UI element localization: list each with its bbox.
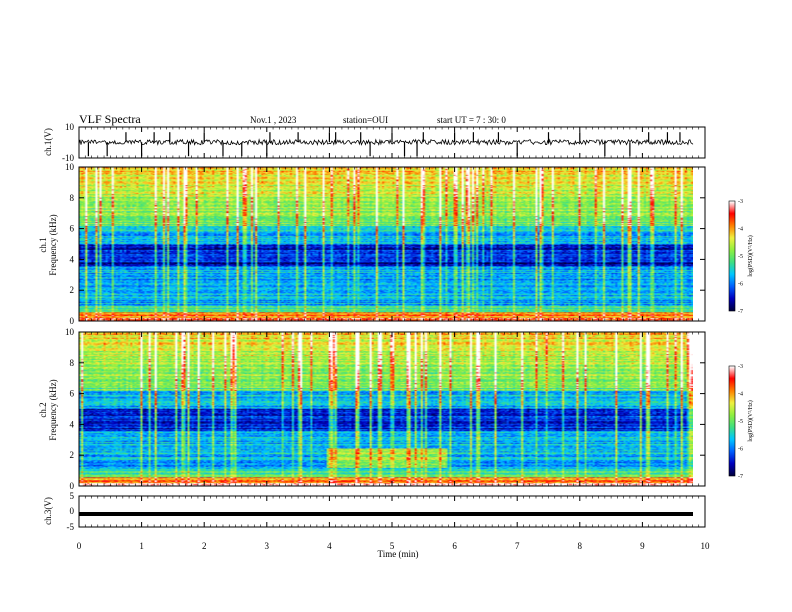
ch2-spec-ylabel-frequency: Frequency (kHz) <box>48 379 58 440</box>
ch3-wave-ytick-bottom: -5 <box>67 522 75 532</box>
cb2-gradient <box>729 366 735 476</box>
ch1-waveform-line <box>78 138 694 146</box>
ch1-waveform-spikes <box>87 132 681 157</box>
x-tick-label: 4 <box>327 541 332 551</box>
ch2-spec-ylabel-channel: ch.2 <box>38 402 48 417</box>
header-date: Nov.1 , 2023 <box>250 115 297 125</box>
ch1-spectrogram-yticks: 0 2 4 6 8 10 <box>65 162 705 326</box>
ch2-spectrogram-heatmap <box>79 332 693 486</box>
header-station: station=OUI <box>343 115 388 125</box>
colorbar-tick-label: -5 <box>738 419 743 425</box>
colorbar-tick-label: -3 <box>738 364 743 370</box>
colorbar-tick-label: -5 <box>738 254 743 260</box>
colorbar-tick-label: -6 <box>738 282 743 288</box>
x-tick-label: 3 <box>265 541 270 551</box>
ch1-colorbar-ticks: -3 -4 -5 -6 -7 <box>738 199 743 315</box>
colorbar-tick-label: -7 <box>738 474 743 480</box>
header-start-ut: start UT = 7 : 30: 0 <box>437 115 506 125</box>
x-tick-label: 6 <box>452 541 457 551</box>
ch1-wave-ytick-top: 10 <box>65 122 75 132</box>
spectrogram-ytick-label: 2 <box>70 285 75 295</box>
ch1-spectrogram-heatmap <box>79 167 693 321</box>
colorbar-tick-label: -6 <box>738 447 743 453</box>
ch1-colorbar-label: log(PSD)(V²/Hz) <box>747 235 754 276</box>
cb1-gradient <box>729 201 735 311</box>
ch3-waveform-panel: 5 0 -5 ch.3(V) <box>43 491 706 532</box>
spectrogram-ytick-label: 6 <box>70 389 75 399</box>
ch1-colorbar-frame <box>728 200 736 312</box>
ch3-wave-ytick-mid: 0 <box>70 506 75 516</box>
colorbar-tick-label: -4 <box>738 227 743 233</box>
spectrogram-ytick-label: 8 <box>70 358 75 368</box>
spectrogram-ytick-label: 2 <box>70 450 75 460</box>
x-tick-label: 8 <box>578 541 583 551</box>
colorbar-tick-label: -3 <box>738 199 743 205</box>
colorbar-tick-label: -4 <box>738 392 743 398</box>
x-tick-label: 5 <box>390 541 395 551</box>
x-axis-tick-labels: 0 1 2 3 4 5 6 7 8 9 10 <box>77 541 710 551</box>
ch1-spec-ylabel-channel: ch.1 <box>38 237 48 252</box>
ch3-wave-ylabel: ch.3(V) <box>43 497 53 525</box>
ch1-wave-ytick-bottom: -10 <box>62 153 74 163</box>
spectrogram-ytick-label: 4 <box>70 419 75 429</box>
colorbar-tick-label: -7 <box>738 309 743 315</box>
spectrogram-ytick-label: 6 <box>70 224 75 234</box>
spectrogram-ytick-label: 0 <box>70 481 75 491</box>
x-tick-label: 1 <box>139 541 144 551</box>
spectrogram-ytick-label: 4 <box>70 254 75 264</box>
ch2-colorbar-ticks: -3 -4 -5 -6 -7 <box>738 364 743 480</box>
ch1-spec-ylabel-frequency: Frequency (kHz) <box>48 214 58 275</box>
x-tick-label: 9 <box>640 541 645 551</box>
ch1-waveform-panel: 10 -10 ch.1(V) <box>43 122 706 163</box>
ch2-spectrogram-yticks: 0 2 4 6 8 10 <box>65 327 705 491</box>
x-tick-label: 7 <box>515 541 520 551</box>
spectrogram-ytick-label: 10 <box>65 327 75 337</box>
x-tick-label: 0 <box>77 541 82 551</box>
x-axis-label: Time (min) <box>378 549 419 559</box>
ch3-wave-ytick-top: 5 <box>70 491 75 501</box>
figure-title: VLF Spectra <box>79 112 141 126</box>
spectrogram-ytick-label: 10 <box>65 162 75 172</box>
ch2-colorbar-label: log(PSD)(V²/Hz) <box>747 400 754 441</box>
spectrogram-ytick-label: 8 <box>70 193 75 203</box>
x-tick-label: 2 <box>202 541 207 551</box>
x-axis-ticks <box>78 127 706 527</box>
ch1-wave-ylabel: ch.1(V) <box>43 128 53 156</box>
x-tick-label: 10 <box>701 541 711 551</box>
spectrogram-ytick-label: 0 <box>70 316 75 326</box>
ch2-colorbar-frame <box>728 365 736 477</box>
